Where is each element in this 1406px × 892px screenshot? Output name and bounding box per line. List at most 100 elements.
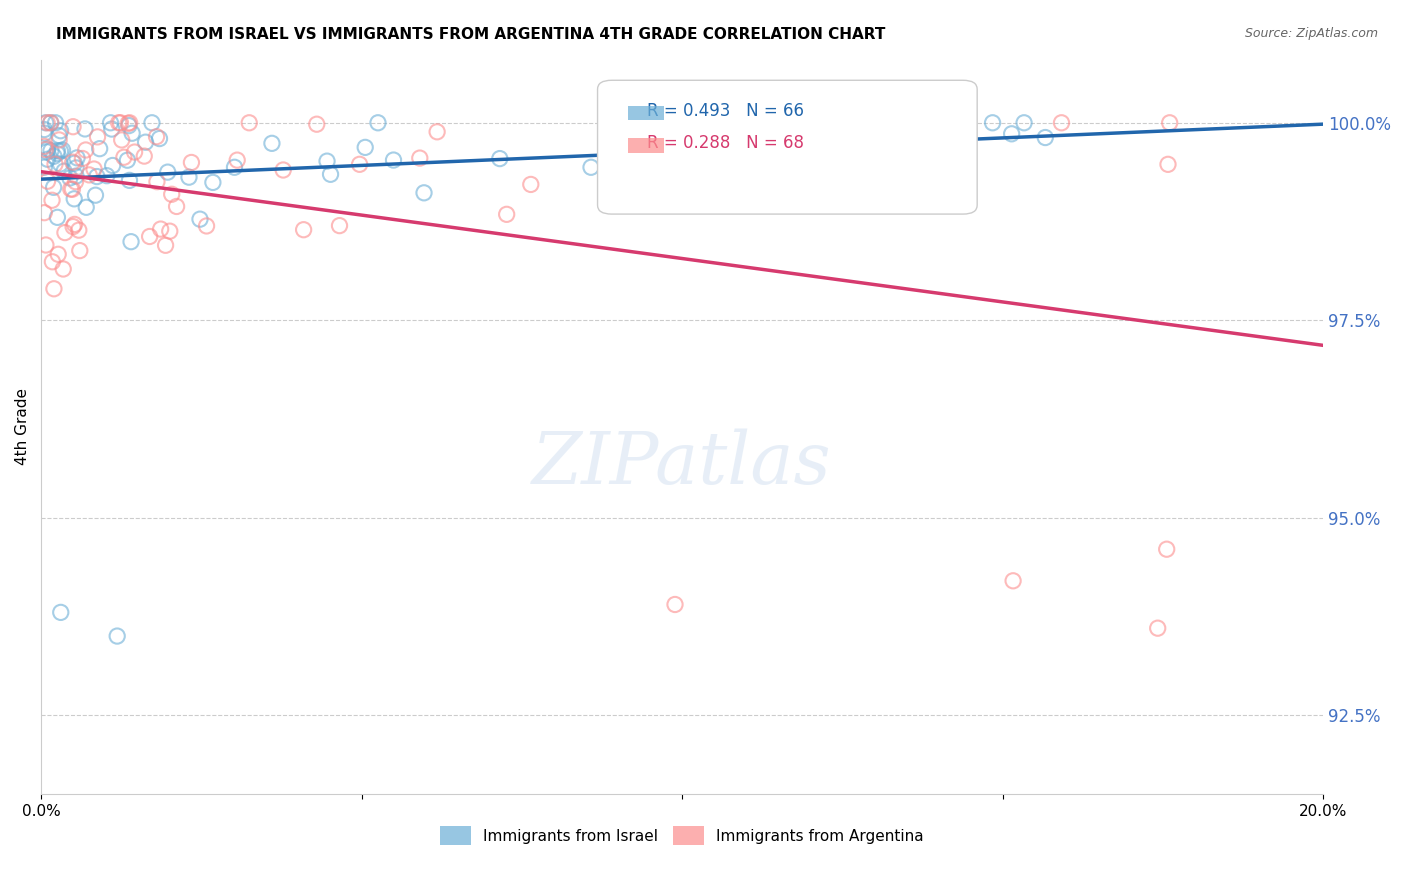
- Point: [124, 145, 146, 159]
- Point: [117, 116, 139, 130]
- Point: [1159, 116, 1181, 130]
- Y-axis label: 4th Grade: 4th Grade: [15, 388, 30, 466]
- Point: [35, 238, 58, 252]
- Point: [354, 140, 377, 154]
- Point: [426, 125, 449, 139]
- Point: [134, 149, 156, 163]
- Point: [141, 116, 163, 130]
- Point: [41, 254, 63, 268]
- Point: [65, 161, 87, 175]
- Point: [89, 142, 111, 156]
- Point: [39, 116, 62, 130]
- Point: [292, 223, 315, 237]
- Point: [46, 211, 69, 225]
- Point: [37, 116, 59, 130]
- Point: [1050, 116, 1073, 130]
- Point: [100, 116, 122, 130]
- Point: [46, 146, 69, 161]
- Point: [409, 151, 432, 165]
- Point: [96, 169, 118, 183]
- Point: [77, 168, 100, 182]
- Text: IMMIGRANTS FROM ISRAEL VS IMMIGRANTS FROM ARGENTINA 4TH GRADE CORRELATION CHART: IMMIGRANTS FROM ISRAEL VS IMMIGRANTS FRO…: [56, 27, 886, 42]
- Point: [59, 170, 82, 185]
- Point: [48, 133, 70, 147]
- Point: [62, 120, 84, 134]
- Point: [1033, 130, 1056, 145]
- Point: [39, 144, 62, 158]
- Point: [367, 116, 389, 130]
- Point: [100, 122, 122, 136]
- Point: [34, 139, 56, 153]
- Point: [316, 154, 339, 169]
- Point: [117, 153, 139, 168]
- Point: [201, 176, 224, 190]
- Point: [52, 262, 75, 277]
- Point: [188, 212, 211, 227]
- Point: [159, 224, 181, 238]
- Point: [69, 244, 91, 258]
- Point: [488, 152, 510, 166]
- Point: [62, 182, 84, 196]
- Point: [86, 169, 108, 184]
- Point: [271, 163, 294, 178]
- Point: [73, 122, 96, 136]
- Point: [148, 131, 170, 145]
- Point: [655, 131, 678, 145]
- Point: [328, 219, 350, 233]
- Point: [195, 219, 218, 233]
- Point: [59, 182, 82, 196]
- Point: [49, 157, 72, 171]
- Point: [48, 128, 70, 143]
- Point: [319, 167, 342, 181]
- Point: [664, 598, 686, 612]
- Point: [382, 153, 405, 167]
- Text: R = 0.493   N = 66: R = 0.493 N = 66: [626, 103, 804, 120]
- Point: [75, 143, 97, 157]
- Point: [155, 238, 177, 252]
- Point: [146, 175, 169, 189]
- Point: [42, 180, 65, 194]
- Point: [42, 149, 65, 163]
- Point: [63, 192, 86, 206]
- Point: [166, 199, 188, 213]
- Point: [42, 282, 65, 296]
- Point: [44, 157, 66, 171]
- Point: [34, 160, 56, 174]
- Point: [34, 116, 56, 130]
- Point: [53, 226, 76, 240]
- Point: [118, 173, 141, 187]
- Point: [49, 606, 72, 620]
- Point: [118, 116, 141, 130]
- Point: [107, 116, 129, 130]
- Text: R = 0.288   N = 68: R = 0.288 N = 68: [626, 134, 804, 152]
- Point: [35, 145, 58, 159]
- Point: [72, 152, 94, 166]
- Point: [111, 133, 134, 147]
- Point: [34, 143, 56, 157]
- Point: [1001, 127, 1024, 141]
- Point: [46, 144, 69, 158]
- Point: [413, 186, 436, 200]
- Point: [579, 161, 602, 175]
- Point: [138, 229, 160, 244]
- Point: [1157, 157, 1180, 171]
- Point: [37, 153, 59, 167]
- Point: [63, 156, 86, 170]
- Point: [101, 159, 124, 173]
- Point: [1012, 116, 1035, 130]
- Point: [39, 116, 62, 130]
- Point: [897, 169, 920, 184]
- Point: [160, 187, 183, 202]
- Point: [305, 117, 328, 131]
- Point: [981, 116, 1004, 130]
- Point: [49, 124, 72, 138]
- Point: [260, 136, 283, 151]
- Text: Source: ZipAtlas.com: Source: ZipAtlas.com: [1244, 27, 1378, 40]
- Point: [110, 116, 132, 130]
- Point: [34, 205, 56, 219]
- Point: [145, 129, 167, 144]
- Point: [63, 218, 86, 232]
- Point: [112, 150, 135, 164]
- Legend: Immigrants from Israel, Immigrants from Argentina: Immigrants from Israel, Immigrants from …: [440, 827, 924, 845]
- Point: [1146, 621, 1168, 635]
